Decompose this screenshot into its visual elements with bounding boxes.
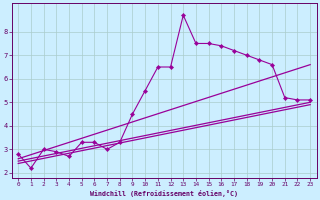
X-axis label: Windchill (Refroidissement éolien,°C): Windchill (Refroidissement éolien,°C) <box>90 190 238 197</box>
